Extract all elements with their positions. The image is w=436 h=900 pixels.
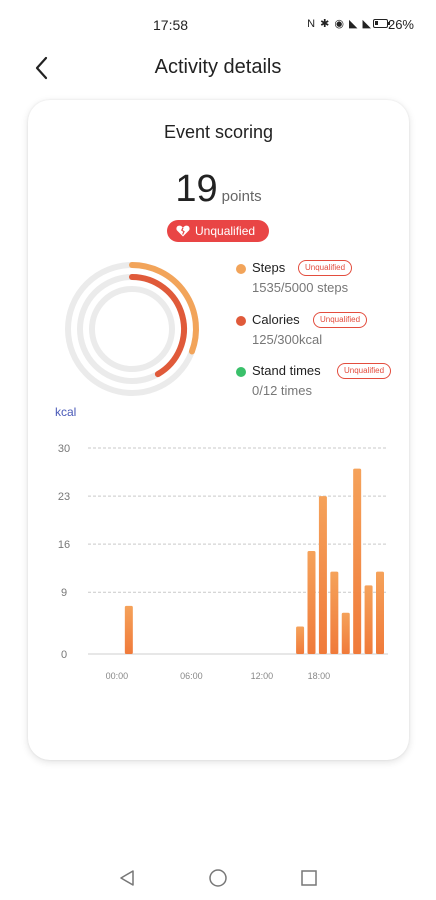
chart-bar — [376, 571, 384, 654]
x-tick-label: 12:00 — [251, 671, 274, 681]
steps-dot — [236, 264, 246, 274]
legend-label-steps: Steps — [252, 260, 286, 275]
score-row: 19 points — [28, 168, 409, 211]
steps-ring-progress — [129, 262, 199, 355]
battery-nub — [388, 22, 390, 25]
legend-calories: Calories Unqualified 125/300kcal — [236, 312, 416, 348]
chart-bar — [296, 626, 305, 654]
calories-dot — [236, 316, 246, 326]
y-tick-label: 0 — [61, 649, 67, 661]
legend-stand-times: Stand times Unqualified 0/12 times — [236, 363, 416, 399]
y-tick-label: 30 — [58, 443, 70, 455]
battery-percent: 26% — [387, 17, 414, 32]
status-icons: N ✱ ◉ ◣ ◣ — [307, 18, 372, 30]
status-time: 17:58 — [153, 17, 189, 33]
legend-label-calories: Calories — [252, 312, 300, 327]
chart-bar — [318, 496, 327, 654]
nav-home-button[interactable] — [207, 867, 229, 889]
stand-times-status-badge: Unqualified — [337, 363, 392, 379]
chart-bar — [364, 585, 373, 654]
chart-bar — [124, 605, 133, 654]
x-tick-label: 18:00 — [308, 671, 331, 681]
chart-bar — [341, 612, 350, 654]
calories-status-badge: Unqualified — [313, 312, 368, 328]
status-badge: Unqualified — [167, 220, 269, 242]
steps-status-badge: Unqualified — [298, 260, 353, 276]
legend-value-steps: 1535/5000 steps — [252, 280, 349, 295]
chart-bar — [307, 551, 316, 654]
score-value: 19 — [175, 168, 218, 210]
y-tick-label: 16 — [58, 539, 70, 551]
chart-y-unit: kcal — [55, 405, 77, 419]
status-badge-label: Unqualified — [195, 224, 256, 238]
page-title: Activity details — [154, 56, 282, 78]
stand-times-ring-track — [89, 286, 175, 372]
legend-value-stand-times: 0/12 times — [252, 383, 312, 398]
back-button[interactable] — [30, 52, 58, 84]
chart-bar — [353, 468, 362, 654]
score-unit: points — [221, 188, 262, 205]
square-recents-icon — [301, 870, 317, 886]
nav-back-button[interactable] — [116, 867, 138, 889]
battery-icon — [373, 19, 388, 28]
calories-bar-chart: 30 23 16 9 0 00:00 06:00 12:00 18:00 — [58, 443, 388, 681]
triangle-back-icon — [120, 870, 134, 886]
x-tick-label: 06:00 — [180, 671, 203, 681]
calories-ring-progress — [129, 274, 187, 378]
activity-rings — [65, 262, 199, 396]
circle-home-icon — [209, 869, 227, 887]
broken-heart-icon — [176, 225, 190, 237]
system-nav-bar — [0, 855, 436, 900]
legend-steps: Steps Unqualified 1535/5000 steps — [236, 260, 416, 296]
header: Activity details — [0, 50, 436, 86]
nav-recents-button[interactable] — [298, 867, 320, 889]
legend-value-calories: 125/300kcal — [252, 332, 323, 347]
activity-card: Event scoring 19 points Unqualified Steps… — [28, 100, 409, 760]
card-title: Event scoring — [163, 122, 274, 142]
chevron-left-icon — [35, 56, 48, 80]
y-tick-label: 23 — [58, 491, 70, 503]
chart-bar — [330, 571, 339, 654]
stand-times-dot — [236, 367, 246, 377]
legend-label-stand-times: Stand times — [252, 363, 321, 378]
x-tick-label: 00:00 — [106, 671, 129, 681]
y-tick-label: 9 — [61, 587, 67, 599]
status-bar: 17:58 N ✱ ◉ ◣ ◣ 26% — [0, 0, 436, 50]
